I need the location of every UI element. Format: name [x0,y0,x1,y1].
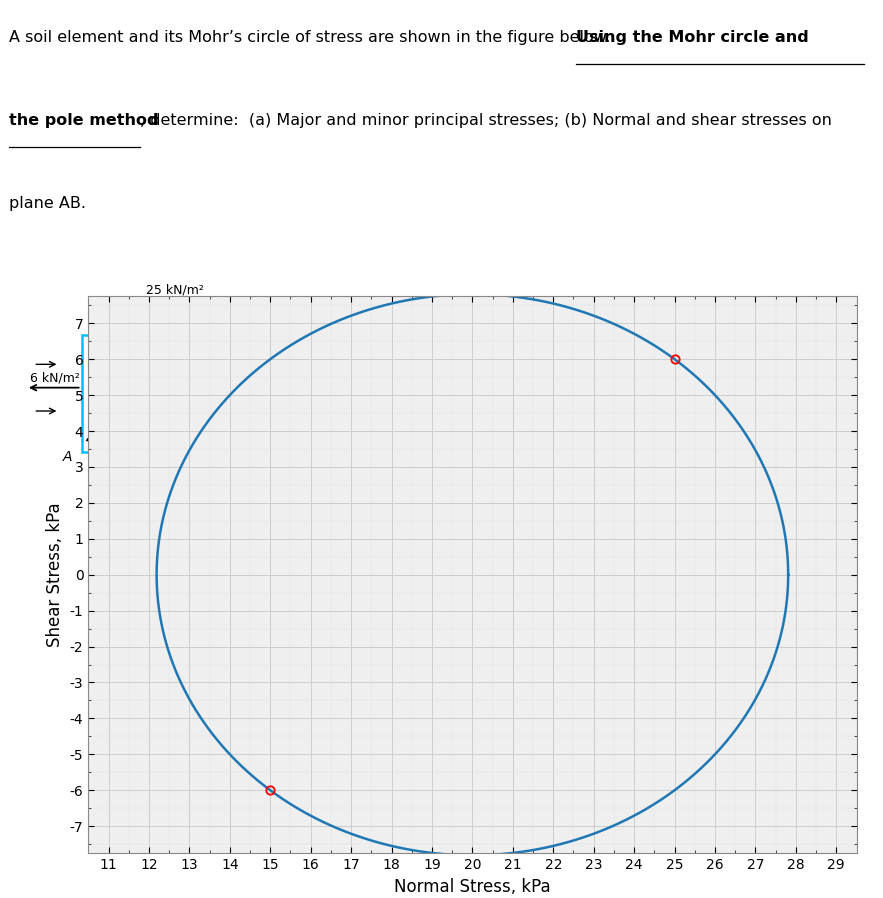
X-axis label: Normal Stress, kPa: Normal Stress, kPa [394,877,551,895]
Text: 6 kN/m²: 6 kN/m² [206,401,256,414]
Text: A soil element and its Mohr’s circle of stress are shown in the figure below.: A soil element and its Mohr’s circle of … [9,30,615,45]
Text: B: B [177,333,185,347]
Text: A: A [63,450,72,464]
Text: the pole method: the pole method [9,113,158,128]
Y-axis label: Shear Stress, kPa: Shear Stress, kPa [46,502,64,647]
Text: 58°: 58° [108,422,130,435]
Text: Using the Mohr circle and: Using the Mohr circle and [576,30,808,45]
Text: 6 kN/m²: 6 kN/m² [30,372,79,385]
Text: , determine:  (a) Major and minor principal stresses; (b) Normal and shear stres: , determine: (a) Major and minor princip… [140,113,833,128]
Text: 15 kN/m²: 15 kN/m² [206,366,264,379]
Text: 25 kN/m²: 25 kN/m² [147,284,204,296]
Text: plane AB.: plane AB. [9,197,86,212]
